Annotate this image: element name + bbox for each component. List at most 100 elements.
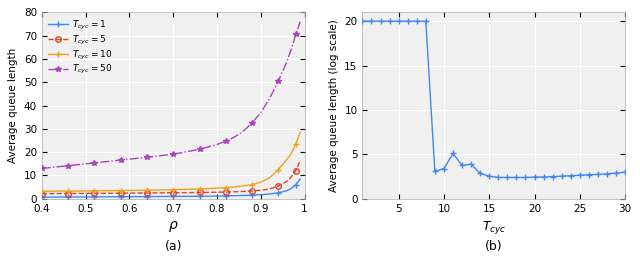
$T_{cyc} = 1$ (38, 196, 45, 199)
Line: $T_{cyc} = 10$: $T_{cyc} = 10$ (39, 130, 303, 194)
$T_{cyc} = 1$ (196, 195, 204, 198)
$T_{cyc} = 1$ (239, 194, 247, 197)
$T_{cyc} = 10$ (196, 187, 204, 191)
$T_{cyc} = 5$ (47, 192, 54, 195)
$T_{cyc} = 50$ (117, 158, 125, 162)
$T_{cyc} = 50$ (73, 163, 81, 166)
Y-axis label: Average queue length (log scale): Average queue length (log scale) (329, 19, 339, 192)
$T_{cyc} = 10$ (292, 142, 300, 145)
$T_{cyc} = 10$ (266, 176, 273, 179)
$T_{cyc} = 10$ (38, 190, 45, 193)
$T_{cyc} = 5$ (275, 184, 282, 188)
Text: (a): (a) (164, 240, 182, 253)
$T_{cyc} = 50$ (275, 80, 282, 83)
$T_{cyc} = 50$ (108, 160, 116, 163)
$T_{cyc} = 5$ (99, 192, 107, 195)
$T_{cyc} = 1$ (152, 195, 159, 198)
$T_{cyc} = 1$ (47, 196, 54, 199)
$T_{cyc} = 50$ (161, 154, 168, 157)
$T_{cyc} = 10$ (152, 188, 159, 192)
$T_{cyc} = 5$ (213, 191, 221, 194)
Line: $T_{cyc} = 1$: $T_{cyc} = 1$ (39, 176, 303, 200)
$T_{cyc} = 1$ (56, 196, 63, 199)
$T_{cyc} = 5$ (230, 190, 238, 193)
$T_{cyc} = 5$ (161, 191, 168, 195)
$T_{cyc} = 5$ (248, 189, 256, 193)
$T_{cyc} = 1$ (99, 195, 107, 198)
$T_{cyc} = 1$ (73, 195, 81, 198)
$T_{cyc} = 10$ (275, 168, 282, 171)
$T_{cyc} = 10$ (64, 189, 72, 193)
$T_{cyc} = 50$ (266, 97, 273, 100)
$T_{cyc} = 50$ (296, 20, 304, 23)
$T_{cyc} = 10$ (239, 184, 247, 188)
$T_{cyc} = 5$ (143, 191, 151, 195)
$T_{cyc} = 5$ (91, 192, 99, 195)
$T_{cyc} = 1$ (248, 193, 256, 197)
$T_{cyc} = 1$ (170, 195, 177, 198)
$T_{cyc} = 10$ (82, 189, 90, 193)
$T_{cyc} = 5$ (292, 169, 300, 173)
$T_{cyc} = 10$ (56, 189, 63, 193)
$T_{cyc} = 10$ (91, 189, 99, 192)
$T_{cyc} = 10$ (213, 187, 221, 190)
$T_{cyc} = 1$ (213, 195, 221, 198)
$T_{cyc} = 50$ (248, 121, 256, 125)
$T_{cyc} = 1$ (178, 195, 186, 198)
Y-axis label: Average queue length: Average queue length (8, 48, 19, 163)
X-axis label: $T_{cyc}$: $T_{cyc}$ (481, 219, 506, 236)
$T_{cyc} = 50$ (56, 165, 63, 168)
$T_{cyc} = 10$ (248, 183, 256, 186)
$T_{cyc} = 5$ (187, 191, 195, 194)
$T_{cyc} = 10$ (73, 189, 81, 193)
$T_{cyc} = 1$ (284, 189, 291, 192)
$T_{cyc} = 10$ (284, 158, 291, 161)
$T_{cyc} = 1$ (125, 195, 133, 198)
$T_{cyc} = 10$ (296, 131, 304, 134)
$T_{cyc} = 10$ (178, 188, 186, 191)
$T_{cyc} = 10$ (170, 188, 177, 191)
$T_{cyc} = 50$ (204, 145, 212, 149)
$T_{cyc} = 10$ (134, 189, 142, 192)
Line: $T_{cyc} = 50$: $T_{cyc} = 50$ (39, 19, 303, 171)
$T_{cyc} = 5$ (64, 192, 72, 195)
$T_{cyc} = 50$ (196, 148, 204, 151)
$T_{cyc} = 50$ (284, 60, 291, 63)
$T_{cyc} = 1$ (91, 195, 99, 198)
$T_{cyc} = 50$ (213, 143, 221, 146)
$T_{cyc} = 10$ (117, 189, 125, 192)
$T_{cyc} = 10$ (187, 188, 195, 191)
$T_{cyc} = 50$ (287, 47, 295, 50)
$T_{cyc} = 1$ (143, 195, 151, 198)
$T_{cyc} = 10$ (143, 189, 151, 192)
$T_{cyc} = 5$ (204, 191, 212, 194)
$T_{cyc} = 1$ (257, 193, 264, 196)
$T_{cyc} = 1$ (292, 183, 300, 186)
$T_{cyc} = 1$ (108, 195, 116, 198)
$T_{cyc} = 50$ (187, 149, 195, 153)
X-axis label: $\rho$: $\rho$ (168, 219, 179, 234)
$T_{cyc} = 5$ (296, 159, 304, 162)
$T_{cyc} = 1$ (287, 187, 295, 190)
$T_{cyc} = 50$ (178, 151, 186, 154)
$T_{cyc} = 50$ (47, 166, 54, 169)
$T_{cyc} = 1$ (161, 195, 168, 198)
$T_{cyc} = 1$ (266, 192, 273, 196)
$T_{cyc} = 5$ (152, 191, 159, 195)
$T_{cyc} = 50$ (292, 33, 300, 36)
$T_{cyc} = 50$ (91, 161, 99, 165)
$T_{cyc} = 1$ (187, 195, 195, 198)
$T_{cyc} = 50$ (230, 135, 238, 139)
$T_{cyc} = 5$ (178, 191, 186, 194)
$T_{cyc} = 1$ (296, 177, 304, 180)
$T_{cyc} = 5$ (257, 189, 264, 192)
$T_{cyc} = 10$ (99, 189, 107, 192)
Legend: $T_{cyc} = 1$, $T_{cyc} = 5$, $T_{cyc} = 10$, $T_{cyc} = 50$: $T_{cyc} = 1$, $T_{cyc} = 5$, $T_{cyc} =… (46, 17, 114, 78)
$T_{cyc} = 1$ (82, 195, 90, 198)
$T_{cyc} = 10$ (257, 181, 264, 184)
$T_{cyc} = 50$ (143, 156, 151, 159)
$T_{cyc} = 50$ (134, 157, 142, 160)
$T_{cyc} = 5$ (222, 191, 230, 194)
$T_{cyc} = 5$ (56, 192, 63, 195)
$T_{cyc} = 50$ (125, 158, 133, 161)
